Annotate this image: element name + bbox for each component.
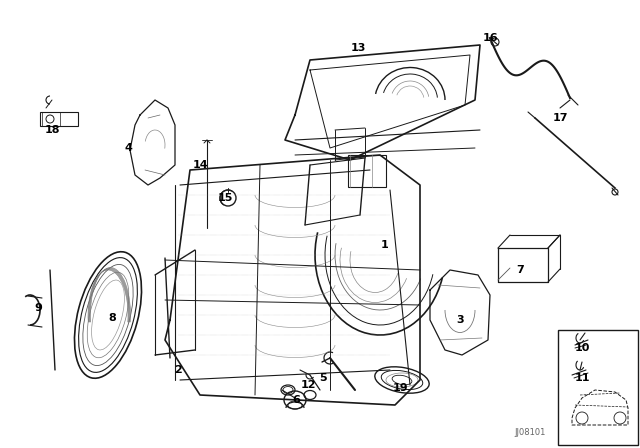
Bar <box>348 155 386 187</box>
Text: 14: 14 <box>192 160 208 170</box>
Text: 15: 15 <box>218 193 233 203</box>
Text: 13: 13 <box>350 43 365 53</box>
Text: 3: 3 <box>456 315 464 325</box>
Text: 2: 2 <box>174 365 182 375</box>
Text: 9: 9 <box>34 303 42 313</box>
Text: JJ08101: JJ08101 <box>515 427 546 436</box>
Text: 19: 19 <box>392 383 408 393</box>
Bar <box>558 330 638 445</box>
Text: 1: 1 <box>381 240 389 250</box>
Bar <box>40 112 78 126</box>
Text: 12: 12 <box>300 380 316 390</box>
Text: 8: 8 <box>108 313 116 323</box>
Text: 18: 18 <box>44 125 60 135</box>
Text: 11: 11 <box>574 373 589 383</box>
Text: 10: 10 <box>574 343 589 353</box>
Text: 4: 4 <box>124 143 132 153</box>
Text: 16: 16 <box>482 33 498 43</box>
Text: 17: 17 <box>552 113 568 123</box>
Text: 6: 6 <box>292 395 300 405</box>
Text: 5: 5 <box>319 373 327 383</box>
Text: 7: 7 <box>516 265 524 275</box>
